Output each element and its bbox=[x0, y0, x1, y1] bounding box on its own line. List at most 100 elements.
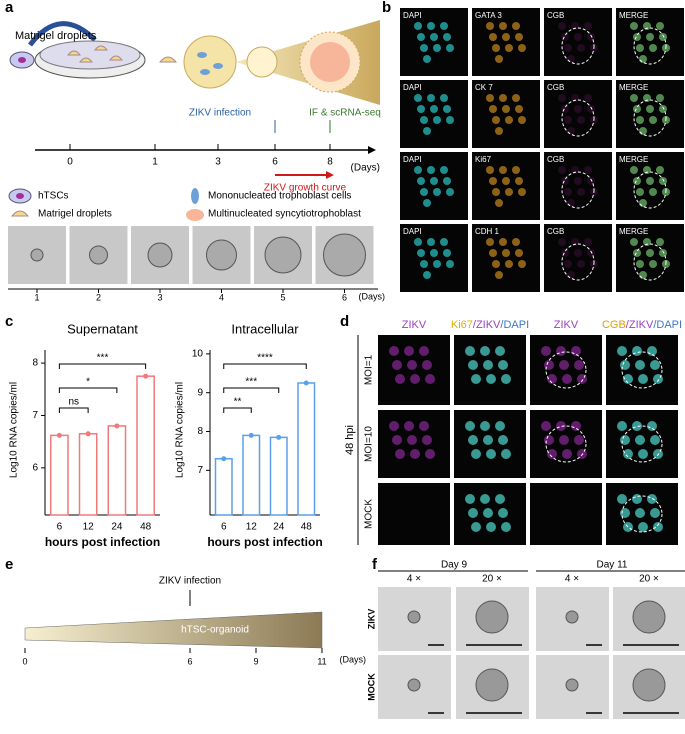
cell bbox=[571, 166, 579, 174]
cell bbox=[633, 177, 641, 185]
cell bbox=[395, 449, 405, 459]
cell bbox=[558, 238, 566, 246]
cell bbox=[650, 435, 660, 445]
channel-label: Ki67 bbox=[475, 155, 492, 164]
cell bbox=[433, 260, 441, 268]
y-tick-label: 6 bbox=[32, 462, 38, 473]
organoid bbox=[632, 600, 666, 634]
header-part: /ZIKV bbox=[473, 319, 501, 331]
strip-day-label: 6 bbox=[342, 292, 347, 302]
outline bbox=[621, 495, 663, 533]
outline bbox=[633, 27, 667, 65]
cell bbox=[635, 435, 645, 445]
cell bbox=[501, 374, 511, 384]
outline bbox=[561, 171, 595, 209]
scrna-label: IF & scRNA-seq bbox=[309, 108, 381, 119]
cell bbox=[407, 360, 417, 370]
cell bbox=[547, 449, 557, 459]
cell bbox=[512, 94, 520, 102]
channel-label: CK 7 bbox=[475, 83, 493, 92]
axis-tick-label: 11 bbox=[317, 656, 326, 666]
x-tick-label: 24 bbox=[111, 522, 123, 533]
cell bbox=[446, 188, 454, 196]
column-header: Ki67/ZIKV/DAPI bbox=[451, 319, 529, 331]
cell bbox=[407, 435, 417, 445]
cell bbox=[446, 44, 454, 52]
strip-day-label: 5 bbox=[280, 292, 285, 302]
cell bbox=[649, 44, 657, 52]
cell bbox=[633, 105, 641, 113]
cell bbox=[502, 33, 510, 41]
cell bbox=[502, 177, 510, 185]
cell bbox=[486, 22, 494, 30]
bar-point bbox=[303, 380, 309, 386]
x-tick-label: 6 bbox=[221, 522, 227, 533]
cell bbox=[480, 346, 490, 356]
outline bbox=[621, 351, 663, 389]
cell bbox=[404, 346, 414, 356]
timeline-tick-label: 3 bbox=[215, 157, 221, 168]
cell bbox=[558, 22, 566, 30]
cell bbox=[419, 346, 429, 356]
outline bbox=[545, 425, 587, 463]
cell bbox=[440, 238, 448, 246]
cell bbox=[649, 188, 657, 196]
cell bbox=[502, 105, 510, 113]
droplet-label: Matrigel droplets bbox=[15, 30, 97, 42]
cell bbox=[646, 105, 654, 113]
strip-unit: (Days) bbox=[359, 291, 386, 301]
y-tick-label: 7 bbox=[32, 410, 38, 421]
magnification-label: 20 × bbox=[639, 574, 659, 585]
fluorescence-image bbox=[544, 152, 612, 220]
cell bbox=[414, 22, 422, 30]
cell bbox=[558, 94, 566, 102]
cell bbox=[512, 166, 520, 174]
cell bbox=[414, 238, 422, 246]
cell bbox=[427, 94, 435, 102]
cell bbox=[498, 435, 508, 445]
cell bbox=[423, 199, 431, 207]
legend-label: Matrigel droplets bbox=[38, 209, 112, 220]
cell bbox=[649, 260, 657, 268]
bar-point bbox=[221, 456, 227, 462]
axis-tick-label: 9 bbox=[253, 656, 258, 666]
cell bbox=[422, 435, 432, 445]
cell bbox=[440, 22, 448, 30]
axis-tick-label: 0 bbox=[22, 656, 27, 666]
cell bbox=[471, 522, 481, 532]
panel-label: e bbox=[5, 556, 13, 573]
cell bbox=[422, 360, 432, 370]
cell bbox=[499, 22, 507, 30]
cell bbox=[561, 249, 569, 257]
row-label: ZIKV bbox=[366, 609, 376, 630]
cell bbox=[639, 199, 647, 207]
row-label: MOI=10 bbox=[364, 426, 375, 462]
magnification-label: 20 × bbox=[482, 574, 502, 585]
cell bbox=[562, 449, 572, 459]
cell bbox=[561, 105, 569, 113]
cell bbox=[617, 494, 627, 504]
legend-icons bbox=[8, 188, 204, 221]
channel-label: MERGE bbox=[619, 11, 648, 20]
cell bbox=[577, 188, 585, 196]
cell bbox=[492, 188, 500, 196]
cell bbox=[541, 421, 551, 431]
bar-point bbox=[114, 423, 120, 429]
header-part: /DAPI bbox=[500, 319, 529, 331]
cell bbox=[499, 238, 507, 246]
cell bbox=[495, 199, 503, 207]
organoid bbox=[632, 668, 666, 702]
cell bbox=[564, 188, 572, 196]
y-axis-label: Log10 RNA copies/ml bbox=[175, 382, 186, 478]
cell bbox=[471, 449, 481, 459]
cell bbox=[499, 94, 507, 102]
cell bbox=[404, 421, 414, 431]
cell bbox=[584, 94, 592, 102]
header-part: Ki67 bbox=[451, 319, 473, 331]
cell bbox=[617, 421, 627, 431]
strip-day-label: 2 bbox=[96, 292, 101, 302]
cell bbox=[486, 522, 496, 532]
cell bbox=[505, 260, 513, 268]
organoid bbox=[30, 248, 44, 262]
cell bbox=[653, 522, 663, 532]
